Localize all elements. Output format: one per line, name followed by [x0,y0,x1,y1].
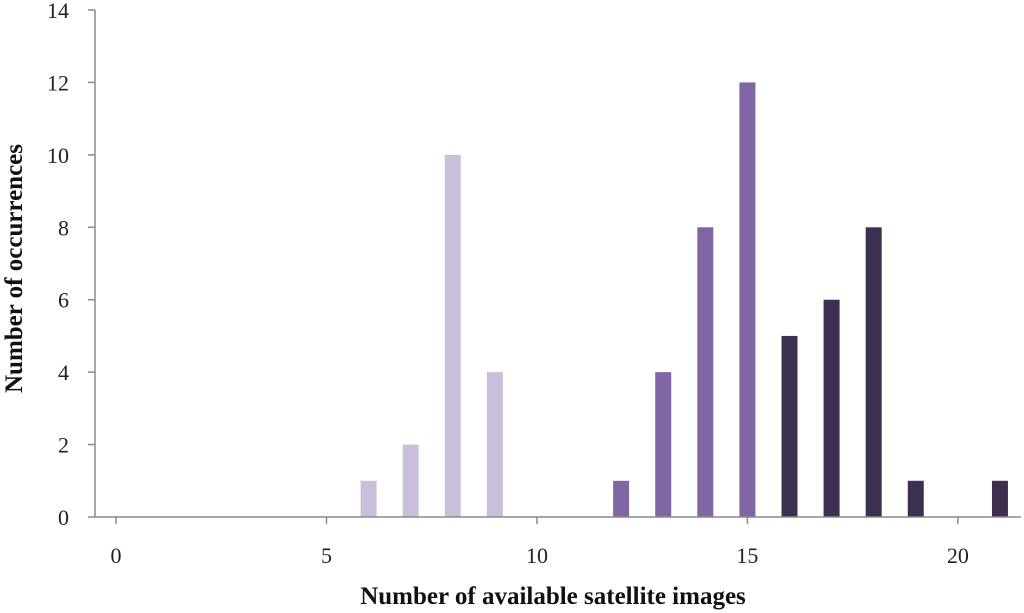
y-tick-label: 14 [47,0,69,23]
bar-series-2 [613,480,630,517]
y-tick-label: 10 [47,143,69,168]
bar-series-2 [655,372,672,517]
y-ticks-group: 0 2 4 6 8 10 12 14 [47,0,95,530]
x-axis-title: Number of available satellite images [360,583,746,610]
bar-series-3 [865,227,882,518]
bar-series-3 [781,335,798,517]
bar-series-1 [402,444,419,517]
x-tick-label: 10 [526,543,548,568]
bar-series-2 [739,82,756,517]
y-tick-label: 4 [58,360,69,385]
bar-series-1 [486,372,503,517]
y-tick-label: 6 [58,288,69,313]
y-tick-label: 0 [58,505,69,530]
bar-series-3 [991,480,1008,517]
y-axis-title: Number of occurrences [1,144,28,393]
bar-series-1 [360,480,377,517]
y-tick-label: 8 [58,215,69,240]
bar-series-1 [444,154,461,517]
x-tick-label: 20 [947,543,969,568]
bars-group [360,82,1008,518]
bar-series-3 [907,480,924,517]
x-tick-label: 5 [321,543,332,568]
x-tick-label: 15 [736,543,758,568]
bar-series-2 [697,227,714,518]
x-tick-label: 0 [111,543,122,568]
bar-series-3 [823,299,840,517]
x-ticks-group: 0 5 10 15 20 [111,517,969,568]
y-tick-label: 2 [58,433,69,458]
y-tick-label: 12 [47,70,69,95]
